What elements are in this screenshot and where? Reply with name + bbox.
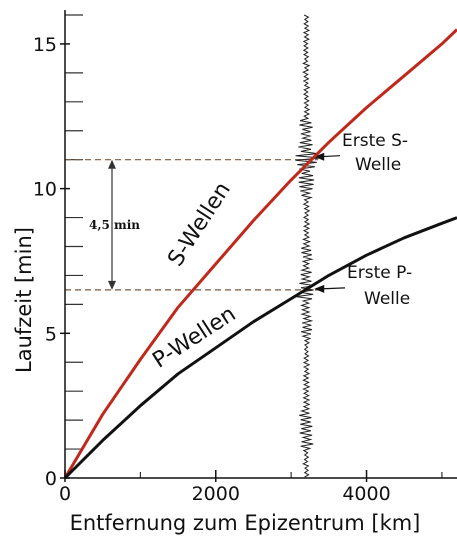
p-wave-curve <box>63 216 457 480</box>
first-s-wave-label-line2: Welle <box>355 155 401 175</box>
travel-time-curves <box>63 28 457 480</box>
x-tick-label: 2000 <box>192 483 240 505</box>
first-p-wave-label-line1: Erste P- <box>347 263 412 283</box>
y-tick-label: 0 <box>45 468 57 490</box>
y-tick-label: 5 <box>45 323 57 345</box>
minor-ticks <box>65 14 443 478</box>
seismogram <box>295 14 321 478</box>
y-axis-title: Laufzeit [min] <box>12 227 36 373</box>
x-tick-label: 4000 <box>342 483 390 505</box>
guide-lines <box>65 152 346 293</box>
interval-arrow-head-bottom <box>108 280 116 290</box>
first-p-pointer <box>320 287 346 290</box>
x-tick-label: 0 <box>59 483 71 505</box>
interval-arrow-head-top <box>108 159 116 169</box>
seismogram-trace <box>295 14 321 478</box>
y-tick-label: 15 <box>33 34 57 56</box>
first-s-pointer-head <box>314 152 325 161</box>
s-wave-curve-label: S-Wellen <box>163 178 236 271</box>
first-s-wave-label-line1: Erste S- <box>342 131 408 151</box>
first-p-wave-label-line2: Welle <box>364 289 410 309</box>
tick-labels: 0 5 10 15 0 2000 4000 <box>33 34 391 505</box>
interval-label: 4,5 min <box>89 218 140 232</box>
y-tick-label: 10 <box>33 179 57 201</box>
x-axis-title: Entfernung zum Epizentrum [km] <box>70 511 421 535</box>
s-wave-curve <box>63 28 457 479</box>
first-p-pointer-head <box>314 284 325 293</box>
axes <box>60 10 457 482</box>
